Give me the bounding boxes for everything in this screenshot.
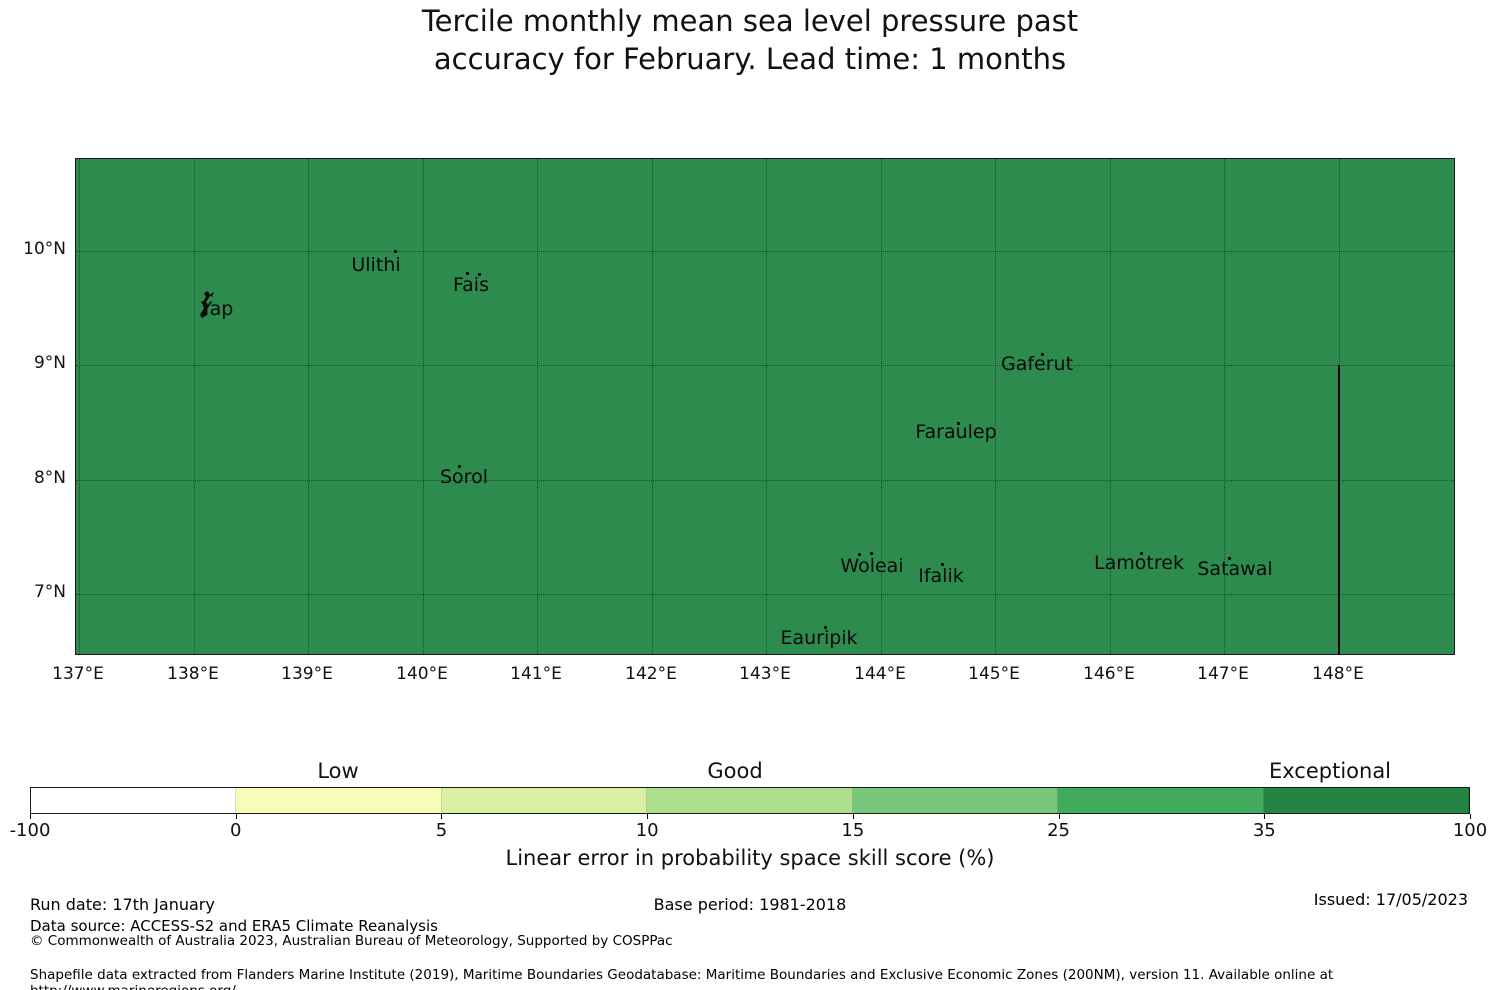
x-axis-tick-label: 144°E <box>854 664 906 684</box>
island-label-gaferut: Gaferut <box>1000 353 1074 375</box>
gridline-meridian <box>308 159 309 654</box>
island-dot-woleai <box>870 552 873 555</box>
colorbar-tick-mark <box>1470 814 1471 819</box>
island-dot-lamotrek <box>1140 552 1143 555</box>
gridline-meridian <box>79 159 80 654</box>
island-dot-ulithi <box>394 250 397 253</box>
maritime-boundary-line <box>1338 365 1340 654</box>
gridline-meridian <box>652 159 653 654</box>
footer-data-source: Data source: ACCESS-S2 and ERA5 Climate … <box>30 917 438 935</box>
island-label-lamotrek: Lamotrek <box>1094 552 1184 574</box>
x-axis-tick-label: 140°E <box>396 664 448 684</box>
x-axis-tick-label: 142°E <box>625 664 677 684</box>
colorbar-tick-mark <box>1264 814 1266 819</box>
gridline-meridian <box>537 159 538 654</box>
island-label-ifalik: Ifalik <box>918 565 964 587</box>
colorbar-segment <box>647 788 853 813</box>
colorbar-tick-label: 15 <box>841 820 865 841</box>
footer-issued: Issued: 17/05/2023 <box>1313 890 1468 909</box>
map-panel: Yap Ulithi Fais Sorol Gaferut Faraulep Woleai I… <box>75 158 1455 655</box>
gridline-parallel <box>76 365 1454 366</box>
island-label-sorol: Sorol <box>440 466 488 488</box>
island-dot-sorol <box>458 465 461 468</box>
gridline-meridian <box>194 159 195 654</box>
colorbar-tick-mark <box>852 814 854 819</box>
island-label-woleai: Woleai <box>840 555 904 577</box>
colorbar-segment <box>1263 788 1469 813</box>
colorbar <box>30 787 1470 814</box>
chart-title: Tercile monthly mean sea level pressure … <box>0 2 1500 78</box>
chart-title-line1: Tercile monthly mean sea level pressure … <box>421 4 1079 38</box>
colorbar-tick-label: 35 <box>1252 820 1276 841</box>
colorbar-segment <box>31 788 237 813</box>
gridline-meridian <box>1110 159 1111 654</box>
colorbar-tick-mark <box>441 814 443 819</box>
y-axis-tick-label: 10°N <box>23 239 66 259</box>
x-axis-tick-label: 137°E <box>52 664 104 684</box>
colorbar-tick-label: 0 <box>229 820 242 841</box>
x-axis-tick-label: 148°E <box>1312 664 1364 684</box>
footer-base-period: Base period: 1981-2018 <box>653 895 847 914</box>
colorbar-segment <box>236 788 442 813</box>
island-label-eauripik: Eauripik <box>780 627 858 649</box>
x-axis-tick-label: 147°E <box>1197 664 1249 684</box>
colorbar-tick-mark <box>235 814 237 819</box>
x-axis-tick-label: 143°E <box>739 664 791 684</box>
footer-shapefile-note: Shapefile data extracted from Flanders M… <box>30 967 1334 990</box>
gridline-meridian <box>995 159 996 654</box>
island-dot-woleai <box>858 553 861 556</box>
colorbar-tick-label: 10 <box>635 820 659 841</box>
colorbar-tick-label: 25 <box>1047 820 1071 841</box>
colorbar-zone-label-exceptional: Exceptional <box>1268 759 1392 783</box>
y-axis-tick-label: 8°N <box>33 468 66 488</box>
colorbar-tick-mark <box>1058 814 1060 819</box>
colorbar-tick-mark <box>30 814 31 819</box>
colorbar-segment <box>852 788 1059 813</box>
island-dot-eauripik <box>824 626 827 629</box>
island-dot-satawal <box>1228 557 1231 560</box>
gridline-meridian <box>1224 159 1225 654</box>
colorbar-zone-label-low: Low <box>317 759 359 783</box>
colorbar-tick-label: -100 <box>9 820 51 841</box>
island-label-fais: Fais <box>452 274 489 296</box>
x-axis-tick-label: 146°E <box>1083 664 1135 684</box>
island-label-ulithi: Ulithi <box>351 254 401 276</box>
gridline-parallel <box>76 480 1454 481</box>
island-dot-ifalik <box>941 563 944 566</box>
chart-title-line2: accuracy for February. Lead time: 1 mont… <box>433 42 1067 76</box>
colorbar-tick-label: 100 <box>1452 820 1488 841</box>
island-label-yap: Yap <box>200 298 234 320</box>
island-label-satawal: Satawal <box>1197 558 1273 580</box>
gridline-parallel <box>76 594 1454 595</box>
x-axis-tick-label: 141°E <box>510 664 562 684</box>
footer-run-date: Run date: 17th January <box>30 895 215 914</box>
y-axis-tick-label: 9°N <box>33 353 66 373</box>
island-dot-gaferut <box>1041 353 1044 356</box>
colorbar-tick-mark <box>647 814 649 819</box>
gridline-meridian <box>766 159 767 654</box>
footer-copyright: © Commonwealth of Australia 2023, Austra… <box>30 933 673 949</box>
island-dot-faraulep <box>957 422 960 425</box>
colorbar-zone-label-good: Good <box>707 759 763 783</box>
x-axis-tick-label: 139°E <box>281 664 333 684</box>
y-axis-tick-label: 7°N <box>33 582 66 602</box>
island-label-faraulep: Faraulep <box>915 421 997 443</box>
gridline-meridian <box>423 159 424 654</box>
gridline-parallel <box>76 251 1454 252</box>
island-dot-fais <box>466 272 469 275</box>
x-axis-tick-label: 145°E <box>968 664 1020 684</box>
gridline-meridian <box>881 159 882 654</box>
yap-island-shape <box>200 291 214 318</box>
colorbar-tick-label: 5 <box>435 820 448 841</box>
x-axis-tick-label: 138°E <box>167 664 219 684</box>
island-dot-fais <box>478 273 481 276</box>
colorbar-axis-label: Linear error in probability space skill … <box>505 846 995 870</box>
colorbar-segment <box>441 788 648 813</box>
colorbar-segment <box>1058 788 1264 813</box>
